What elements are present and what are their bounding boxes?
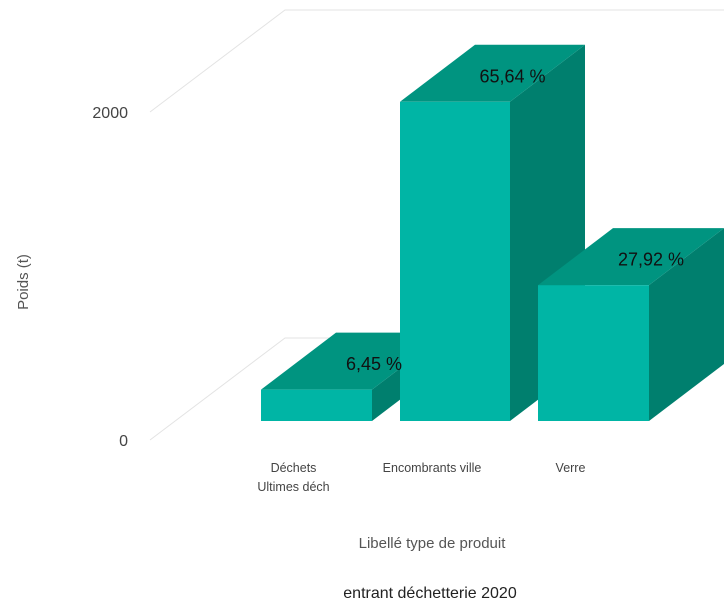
bar-top-face — [400, 44, 585, 102]
y-tick-label: 2000 — [92, 105, 128, 122]
y-tick-label: 0 — [119, 433, 128, 450]
category-label: Verre — [556, 461, 586, 475]
bar-layer — [261, 44, 724, 422]
category-label-layer: Déchets Ultimes déch Encombrants ville Verr… — [257, 461, 585, 494]
bar-front-face — [261, 389, 372, 421]
category-label: Encombrants ville — [383, 461, 482, 475]
data-label: 6,45 % — [346, 354, 402, 374]
x-axis-title: Libellé type de produit — [359, 535, 507, 552]
y-axis-title: Poids (t) — [15, 254, 32, 310]
bar-side-face — [649, 228, 724, 421]
y-tick-layer: 0 2000 — [92, 105, 128, 450]
bar-top-face — [538, 228, 724, 286]
bar-front-face — [538, 285, 649, 421]
gridline — [149, 9, 724, 113]
data-label-layer: 6,45 % 65,64 % 27,92 % — [346, 66, 684, 374]
bar-front-face — [400, 101, 510, 422]
chart-title: entrant déchetterie 2020 — [343, 585, 517, 602]
category-label: Déchets Ultimes déch — [257, 461, 329, 494]
data-label: 27,92 % — [618, 250, 684, 270]
bar — [538, 228, 724, 421]
data-label: 65,64 % — [479, 66, 545, 86]
